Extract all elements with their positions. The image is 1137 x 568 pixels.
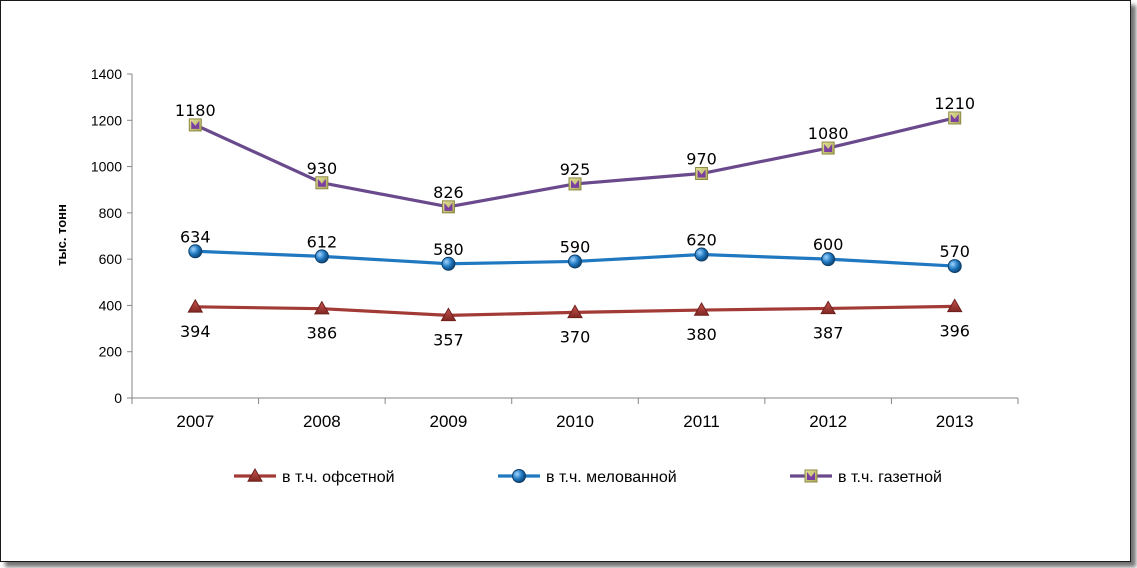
legend-label: в т.ч. газетной [838, 469, 942, 486]
data-point [440, 307, 457, 322]
y-tick-label: 1400 [91, 66, 122, 82]
data-point [568, 254, 582, 269]
y-tick-label: 600 [99, 251, 123, 267]
data-label: 394 [180, 322, 211, 341]
data-point [693, 302, 710, 316]
data-point [567, 304, 583, 319]
series-0 [187, 298, 963, 322]
marker-box [821, 141, 835, 155]
data-label: 930 [307, 159, 338, 178]
data-label: 387 [813, 323, 844, 342]
data-point [694, 247, 709, 262]
data-label: 570 [939, 242, 970, 261]
legend-item-1: в т.ч. мелованной [498, 469, 677, 486]
marker-box [804, 469, 818, 483]
data-label: 1080 [808, 124, 849, 143]
marker-box [441, 200, 455, 214]
legend-marker [804, 469, 818, 483]
marker-box [188, 118, 202, 132]
marker-box [568, 177, 582, 191]
x-tick-label: 2009 [430, 412, 468, 431]
x-tick-label: 2012 [809, 412, 847, 431]
data-point [315, 176, 329, 190]
data-point [947, 259, 962, 274]
data-label: 612 [307, 232, 338, 251]
marker-inner [317, 178, 326, 187]
data-point [821, 252, 836, 267]
data-label: 634 [180, 227, 211, 246]
data-label: 580 [433, 240, 464, 259]
legend-marker [512, 469, 526, 483]
y-tick-label: 400 [99, 297, 123, 313]
data-label: 590 [560, 237, 591, 256]
series-layer [187, 111, 963, 322]
legend-marker [247, 467, 263, 482]
y-tick-label: 0 [114, 390, 122, 406]
marker-box [315, 176, 329, 190]
marker-inner [824, 144, 833, 153]
data-point [568, 177, 582, 191]
marker-inner [444, 202, 453, 211]
data-label: 357 [433, 330, 464, 349]
data-point [820, 300, 837, 315]
marker-box [695, 167, 709, 181]
legend: в т.ч. офсетной в т.ч. мелованной в т.ч. г… [234, 467, 942, 486]
x-tick-label: 2007 [176, 412, 214, 431]
data-label: 380 [686, 325, 717, 344]
axes: 0 200 400 600 800 1000 1200 1400 2007 2008 2009 201… [91, 66, 1019, 431]
data-label: 370 [560, 327, 591, 346]
y-tick-label: 800 [99, 205, 123, 221]
x-tick-label: 2013 [936, 412, 974, 431]
data-label: 620 [686, 231, 717, 250]
data-point [188, 118, 202, 132]
data-label: 386 [307, 324, 338, 343]
data-label: 1210 [934, 94, 975, 113]
marker-inner [571, 179, 579, 188]
data-label: 396 [939, 321, 970, 340]
y-tick-label: 1200 [91, 112, 122, 128]
data-point [695, 167, 709, 181]
x-tick-label: 2010 [556, 412, 594, 431]
y-tick-label: 200 [99, 344, 123, 360]
x-tick-label: 2011 [683, 412, 720, 431]
data-label: 600 [813, 235, 844, 254]
y-axis-label: тыс. тонн [54, 204, 69, 266]
data-point [313, 300, 330, 315]
marker-inner [697, 169, 706, 178]
marker-inner [191, 120, 200, 129]
data-label: 970 [686, 150, 717, 169]
data-point [821, 141, 835, 155]
data-point [441, 256, 456, 271]
x-tick-label: 2008 [303, 412, 341, 431]
data-label: 1180 [175, 101, 216, 120]
series-2 [188, 111, 962, 214]
data-point [441, 200, 455, 214]
data-point [314, 249, 329, 264]
legend-item-0: в т.ч. офсетной [234, 467, 395, 486]
data-label: 925 [560, 160, 591, 179]
legend-label: в т.ч. мелованной [546, 469, 677, 486]
data-point [946, 298, 963, 313]
data-point [187, 298, 204, 313]
legend-label: в т.ч. офсетной [282, 469, 395, 486]
marker-inner [807, 472, 815, 480]
marker-box [948, 111, 962, 125]
marker-inner [950, 113, 959, 122]
series-1 [188, 244, 962, 274]
data-labels: 394 386 357 370 380 387 396 634 612 580 590 620 600 5… [175, 94, 975, 349]
data-point [188, 244, 203, 259]
legend-item-2: в т.ч. газетной [790, 469, 942, 486]
data-point [948, 111, 962, 125]
y-tick-label: 1000 [91, 159, 122, 175]
data-label: 826 [433, 183, 464, 202]
